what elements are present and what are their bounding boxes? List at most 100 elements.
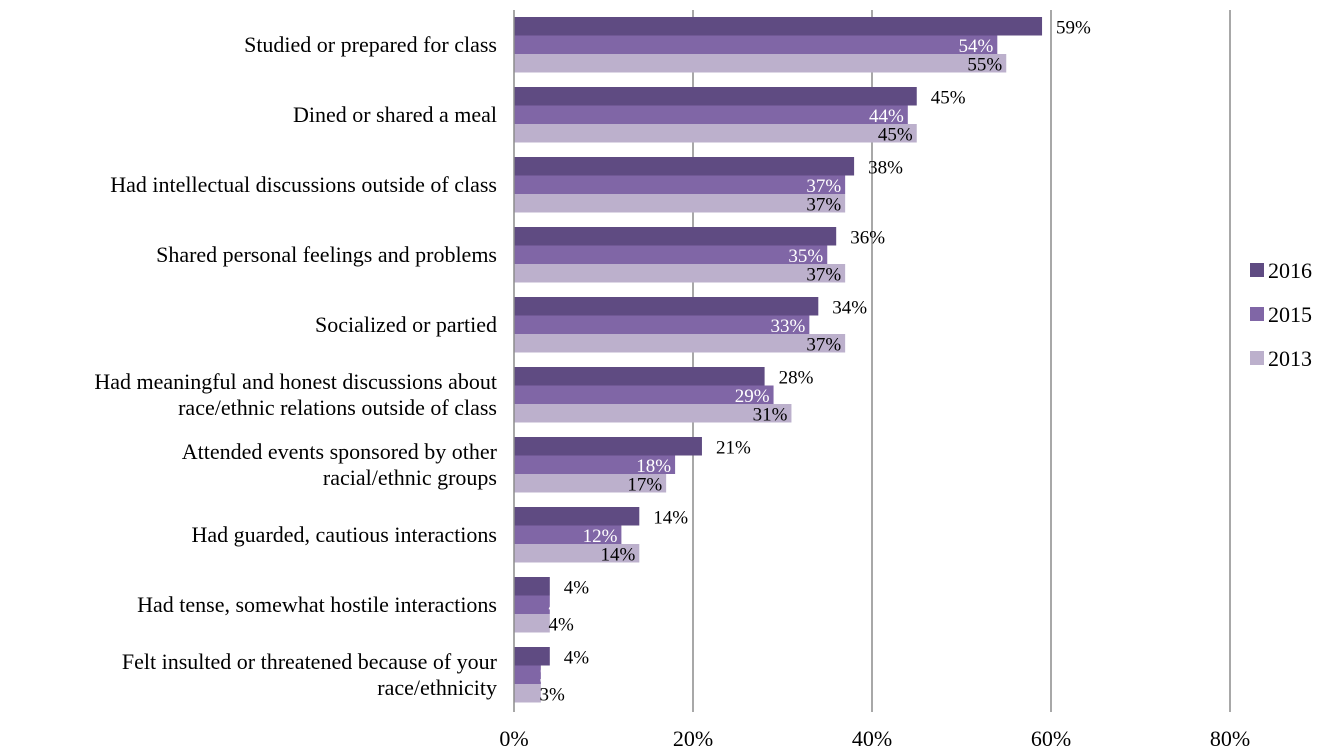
bar-2013 <box>514 194 846 213</box>
category-label-line: Had tense, somewhat hostile interactions <box>137 592 497 617</box>
bar-2015 <box>514 665 541 684</box>
data-label-2016: 28% <box>779 367 814 388</box>
data-label-2015: 35% <box>788 246 823 267</box>
bar-2013 <box>514 264 846 283</box>
data-label-2013: 17% <box>627 474 662 495</box>
category-label-line: Had guarded, cautious interactions <box>192 522 497 547</box>
category-label: Had intellectual discussions outside of … <box>110 172 497 197</box>
bar-2015 <box>514 105 908 124</box>
category-label: Dined or shared a meal <box>293 102 497 127</box>
data-labels: 59%54%55%45%44%45%38%37%37%36%35%37%34%3… <box>540 17 1092 705</box>
bar-2016 <box>514 297 819 316</box>
bar-2016 <box>514 17 1043 36</box>
bar-2013 <box>514 684 541 703</box>
data-label-2013: 4% <box>548 614 574 635</box>
data-label-2013: 37% <box>806 194 841 215</box>
data-label-2013: 3% <box>540 684 566 705</box>
category-label: Attended events sponsored by other racial… <box>182 439 498 490</box>
bar-2013 <box>514 54 1007 73</box>
bar-2016 <box>514 227 837 246</box>
data-label-2016: 4% <box>564 647 590 668</box>
bar-2015 <box>514 245 828 264</box>
data-label-2013: 37% <box>806 264 841 285</box>
bar-2016 <box>514 507 640 526</box>
bar-2013 <box>514 474 667 493</box>
bar-2015 <box>514 455 676 474</box>
bar-2013 <box>514 614 550 633</box>
data-label-2015: 3% <box>540 666 566 687</box>
data-label-2013: 45% <box>878 124 913 145</box>
data-label-2016: 21% <box>716 437 751 458</box>
bar-2016 <box>514 437 702 456</box>
category-label: Felt insulted or threatened because of y… <box>122 649 498 700</box>
category-label: Had meaningful and honest discussions ab… <box>94 369 497 420</box>
x-tick-label: 40% <box>852 726 892 751</box>
bar-2015 <box>514 35 998 54</box>
category-label-line: racial/ethnic groups <box>323 465 497 490</box>
data-label-2015: 18% <box>636 456 671 477</box>
category-label-line: Studied or prepared for class <box>244 32 497 57</box>
category-label-line: Shared personal feelings and problems <box>156 242 497 267</box>
bar-2016 <box>514 647 550 666</box>
bar-2016 <box>514 87 917 106</box>
bar-2015 <box>514 525 622 544</box>
data-label-2015: 37% <box>806 176 841 197</box>
data-label-2016: 59% <box>1056 17 1091 38</box>
data-label-2015: 33% <box>771 316 806 337</box>
data-label-2015: 54% <box>958 36 993 57</box>
legend-swatch-2013 <box>1250 351 1264 365</box>
category-label-line: Attended events sponsored by other <box>182 439 498 464</box>
data-label-2015: 29% <box>735 386 770 407</box>
bar-2016 <box>514 157 855 176</box>
x-tick-label: 60% <box>1031 726 1071 751</box>
bar-2013 <box>514 334 846 353</box>
bars <box>514 17 1043 703</box>
data-label-2015: 44% <box>869 106 904 127</box>
data-label-2015: 4% <box>548 596 574 617</box>
category-label-line: Had intellectual discussions outside of … <box>110 172 497 197</box>
legend-swatch-2015 <box>1250 307 1264 321</box>
x-tick-label: 0% <box>499 726 528 751</box>
category-label: Studied or prepared for class <box>244 32 497 57</box>
category-label-line: Felt insulted or threatened because of y… <box>122 649 498 674</box>
data-label-2013: 55% <box>967 54 1002 75</box>
data-label-2016: 45% <box>931 87 966 108</box>
x-tick-label: 20% <box>673 726 713 751</box>
bar-2013 <box>514 544 640 563</box>
x-tick-label: 80% <box>1210 726 1250 751</box>
bar-2016 <box>514 367 765 386</box>
category-label-line: race/ethnic relations outside of class <box>178 395 497 420</box>
data-label-2016: 14% <box>653 507 688 528</box>
data-label-2013: 14% <box>600 544 635 565</box>
legend-swatch-2016 <box>1250 263 1264 277</box>
legend-label-2016: 2016 <box>1268 258 1312 283</box>
legend-label-2013: 2013 <box>1268 346 1312 371</box>
legend-label-2015: 2015 <box>1268 302 1312 327</box>
category-labels: Studied or prepared for class Dined or sh… <box>94 32 497 700</box>
bar-2015 <box>514 175 846 194</box>
bar-2015 <box>514 595 550 614</box>
category-label-line: Dined or shared a meal <box>293 102 497 127</box>
data-label-2016: 38% <box>868 157 903 178</box>
bar-2013 <box>514 124 917 143</box>
data-label-2015: 12% <box>583 526 618 547</box>
data-label-2016: 34% <box>832 297 867 318</box>
data-label-2016: 4% <box>564 577 590 598</box>
bar-2013 <box>514 404 792 423</box>
category-label: Socialized or partied <box>315 312 497 337</box>
category-label: Had guarded, cautious interactions <box>192 522 497 547</box>
bar-2015 <box>514 385 774 404</box>
bar-2016 <box>514 577 550 596</box>
category-label: Shared personal feelings and problems <box>156 242 497 267</box>
data-label-2013: 31% <box>753 404 788 425</box>
category-label: Had tense, somewhat hostile interactions <box>137 592 497 617</box>
data-label-2013: 37% <box>806 334 841 355</box>
category-label-line: Had meaningful and honest discussions ab… <box>94 369 497 394</box>
category-label-line: race/ethnicity <box>377 675 497 700</box>
bar-2015 <box>514 315 810 334</box>
value-axis: 0% 20% 40% 60% 80% <box>499 10 1250 751</box>
category-label-line: Socialized or partied <box>315 312 497 337</box>
legend: 2016 2015 2013 <box>1250 258 1312 371</box>
data-label-2016: 36% <box>850 227 885 248</box>
